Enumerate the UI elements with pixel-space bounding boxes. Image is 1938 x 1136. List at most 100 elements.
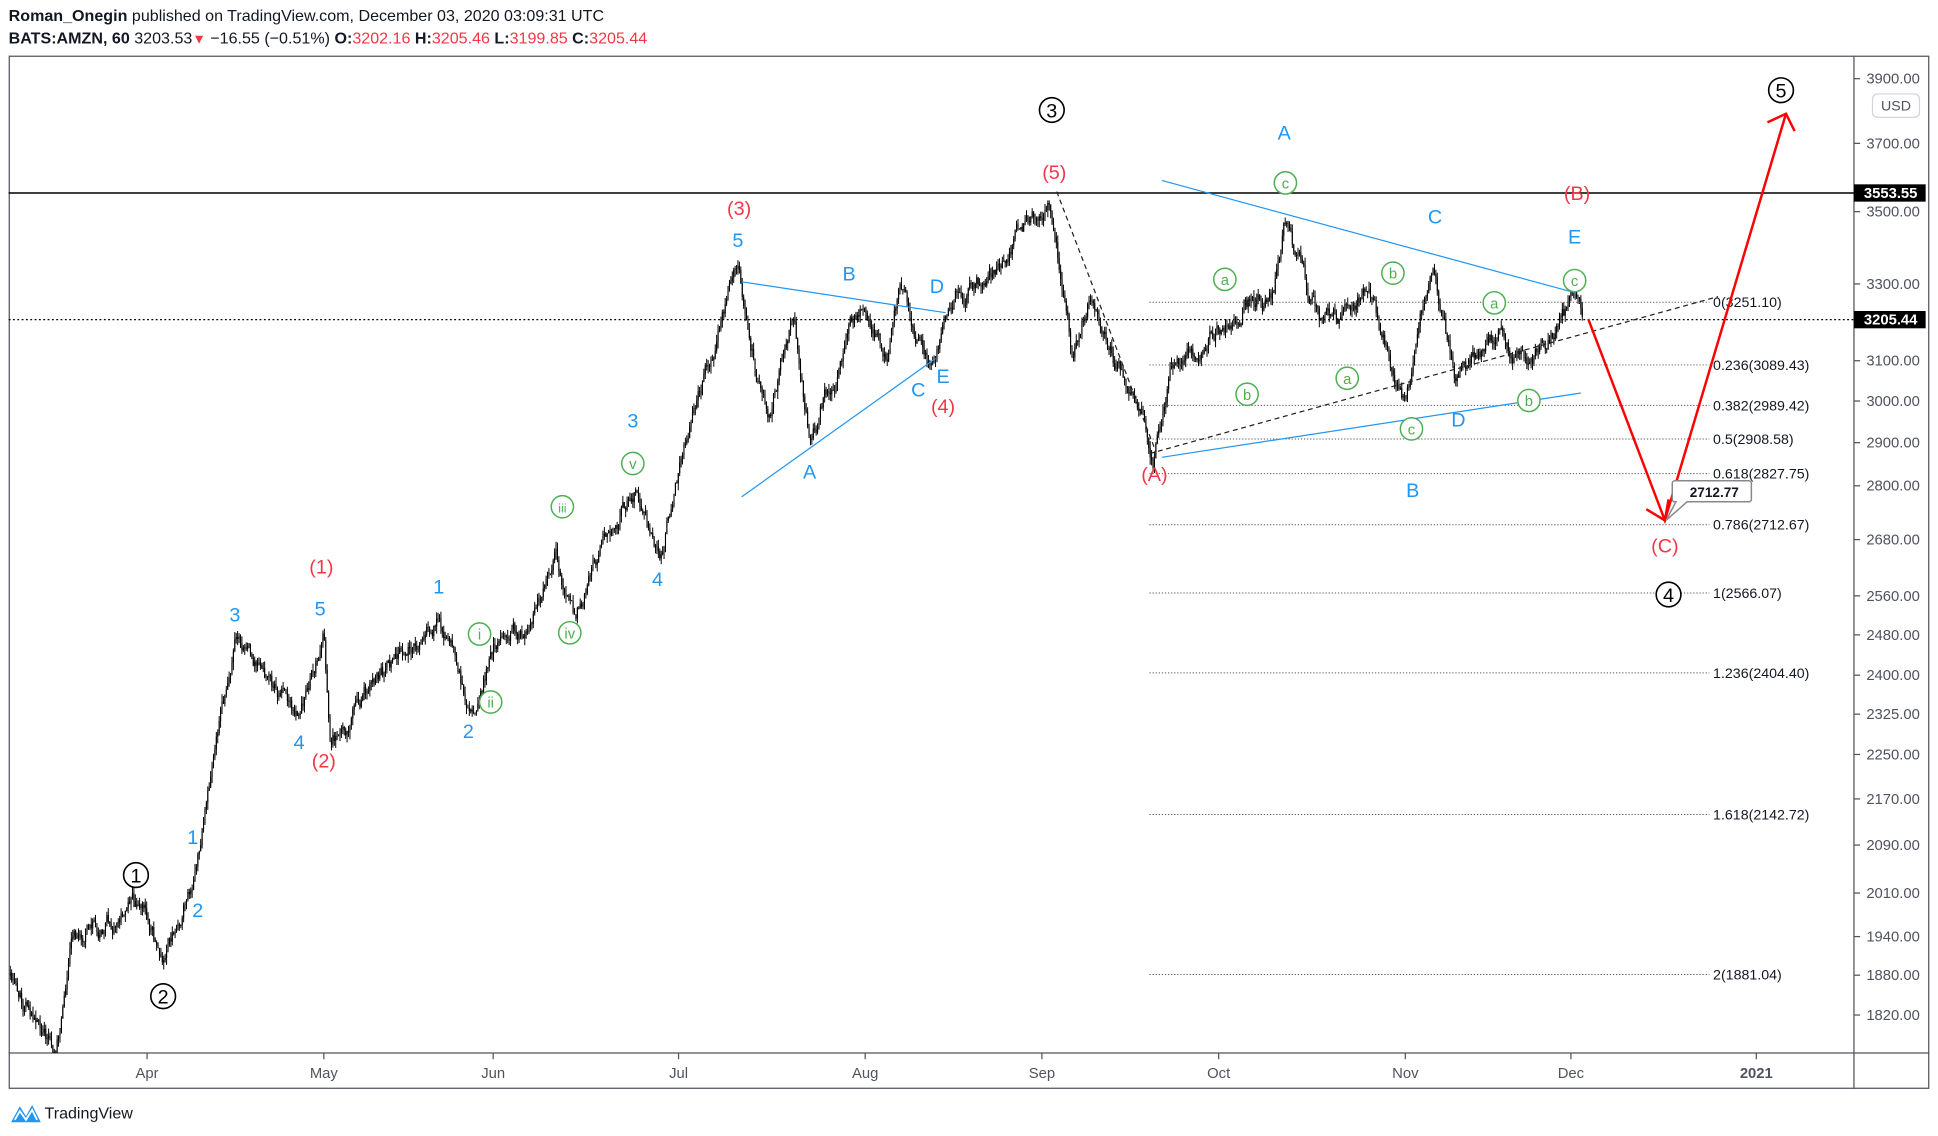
candle-body [1119,361,1121,370]
candle [1269,288,1271,302]
symbol-name[interactable]: BATS:AMZN, 60 [8,28,130,47]
candle [1010,245,1012,258]
candle-body [1226,325,1228,327]
currency-badge[interactable]: USD [1871,93,1921,119]
candle [444,631,446,641]
candle-body [635,489,637,493]
fib-retracement[interactable]: 0(3251.10)0.236(3089.43)0.382(2989.42)0.… [1149,295,1809,983]
price-axis[interactable]: 3900.003700.003500.003300.003100.003000.… [1853,72,1920,1024]
candle-body [917,336,920,341]
candle [707,360,709,374]
candle [511,624,513,634]
candle [733,267,735,284]
candle-body [997,263,999,269]
trendlines[interactable]: 2712.77 [741,112,1796,525]
candle-body [11,972,13,981]
candle [352,706,354,726]
candle-body [1180,364,1182,367]
candle-body [896,299,898,309]
candle [896,297,898,315]
candle-body [50,1038,53,1045]
candle [1561,302,1563,324]
candle-body [492,644,495,655]
author-name[interactable]: Roman_Onegin [8,6,128,25]
time-axis[interactable]: Apr May Jun Jul Aug Sep Oct Nov Dec 2021 [136,1053,1773,1082]
candle-body [953,299,955,310]
candle [717,324,719,349]
candle [1018,228,1020,230]
candle [755,368,758,383]
candle-body [1486,336,1488,345]
candle-body [1033,211,1035,217]
fib-level-label: 0.618(2827.75) [1713,467,1809,483]
candle-body [1348,304,1350,307]
candle [248,642,250,649]
candle-body [458,670,460,672]
candle [1524,351,1526,364]
candle-body [794,318,796,322]
candle [745,307,748,321]
candle [1241,307,1244,326]
candle [554,548,556,564]
candle [1182,355,1184,371]
candle-body [861,309,863,311]
candle-body [1261,305,1264,311]
candle-body [1352,305,1354,306]
candle-body [42,1032,44,1035]
candle [541,596,543,604]
candle [723,309,725,319]
candle-body [298,714,300,716]
candle [1253,290,1255,311]
wave-label-text: 3 [1046,100,1057,122]
candle-body [30,1012,33,1017]
candle [1052,217,1055,232]
candle [275,677,277,690]
candle [1111,339,1113,357]
candle [819,403,821,425]
candle [1209,325,1211,346]
candle-body [131,893,134,898]
price-tick-label: 1880.00 [1866,968,1920,984]
candle [156,940,158,951]
candle-body [812,428,814,438]
candle [1044,203,1046,222]
candle [1396,379,1399,391]
candle [851,313,853,323]
candle [946,314,948,321]
candle [1435,269,1437,285]
candle [654,543,657,554]
candle [5,964,6,972]
candle-body [266,676,269,678]
wave-label-text: 1 [187,827,198,849]
candle [453,645,455,653]
tradingview-logo[interactable]: TradingView [10,1101,133,1123]
candle-body [212,757,215,766]
candle [1486,333,1488,346]
candle-body [964,305,966,306]
candle-body [1256,299,1258,307]
candle-body [403,653,405,655]
candle-body [1395,382,1397,387]
fib-level-label: 0.786(2712.67) [1713,518,1809,534]
candle-body [595,560,597,565]
price-tick-label: 3900.00 [1866,72,1920,88]
candle-body [834,390,836,392]
wave-label-text: E [1568,226,1581,248]
candle-body [1124,377,1126,381]
candle [1281,229,1283,255]
fib-level-label: 1(2566.07) [1713,586,1782,602]
candle-body [878,333,880,335]
candle [1170,357,1173,370]
candle-body [1351,305,1353,311]
candle [221,694,223,715]
candle [635,487,637,496]
candle-body [450,640,452,643]
candle-body [1581,307,1583,317]
candle [561,572,563,590]
candle-body [242,647,244,651]
candle [195,864,197,875]
candle [109,921,111,927]
candle-body [204,810,206,823]
candle-body [1436,277,1438,292]
